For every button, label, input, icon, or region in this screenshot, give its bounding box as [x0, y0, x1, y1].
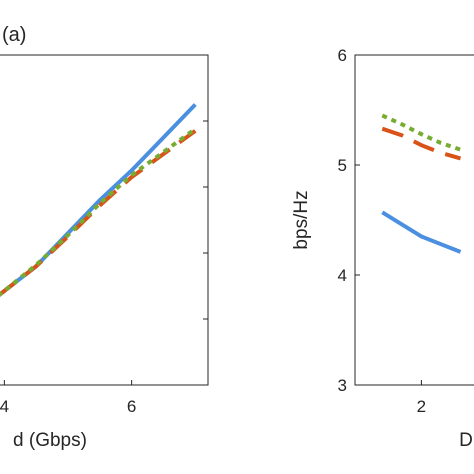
right-y-tick-label: 5 — [338, 156, 347, 175]
right-y-tick-label: 4 — [338, 266, 347, 285]
left-series-solid — [0, 103, 197, 297]
left-axes-box — [0, 54, 209, 386]
right-series — [381, 113, 462, 254]
left-panel-label: (a) — [2, 24, 26, 46]
right-series-dashed — [381, 126, 462, 161]
left-x-tick-label: 6 — [127, 397, 136, 416]
right-x-tick-label: 2 — [417, 397, 426, 416]
left-series — [0, 103, 197, 297]
left-x-axis-label: d (Gbps) — [13, 430, 87, 451]
right-y-tick-label: 6 — [338, 46, 347, 65]
right-panel: bps/Hz D 3 4 5 6 2 — [291, 46, 474, 451]
left-x-tick-label: 4 — [0, 397, 9, 416]
right-series-solid — [381, 210, 462, 254]
right-x-axis-label: D — [459, 430, 473, 451]
left-series-dashed — [0, 129, 197, 297]
right-series-dotted — [381, 113, 462, 152]
right-y-axis-label: bps/Hz — [291, 190, 312, 249]
right-ticks: 3 4 5 6 2 — [338, 46, 427, 416]
right-axes-box — [354, 54, 474, 386]
right-y-tick-label: 3 — [338, 376, 347, 395]
